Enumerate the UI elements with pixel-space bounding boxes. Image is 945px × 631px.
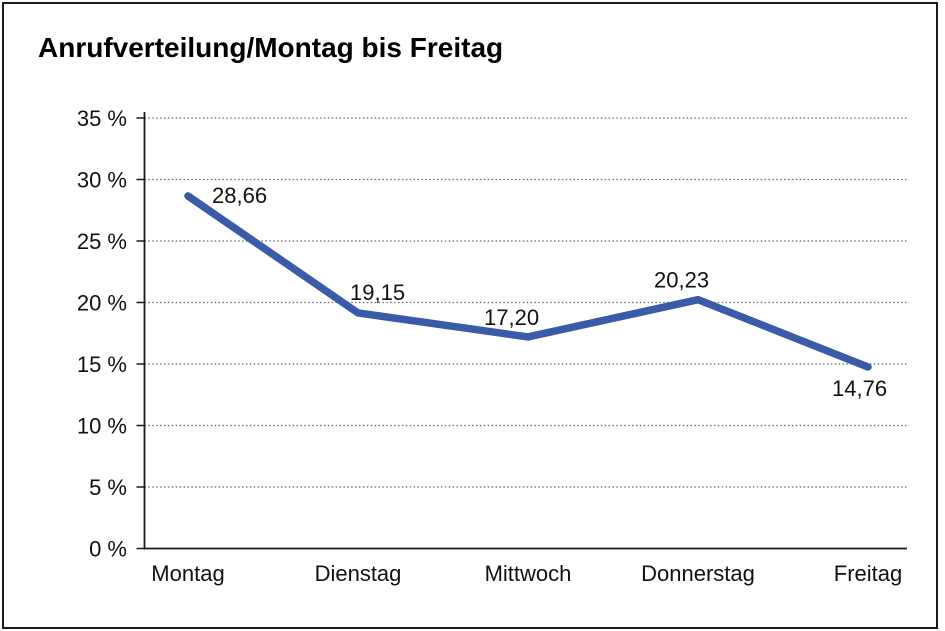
data-label: 17,20	[484, 305, 539, 330]
chart-title: Anrufverteilung/Montag bis Freitag	[38, 32, 504, 63]
y-axis-tick-label: 25 %	[77, 229, 127, 254]
data-label: 14,76	[832, 376, 887, 401]
x-axis-label: Dienstag	[315, 561, 402, 586]
y-axis-tick-label: 15 %	[77, 352, 127, 377]
x-axis-label: Donnerstag	[641, 561, 755, 586]
y-axis-tick-label: 10 %	[77, 414, 127, 439]
y-axis-tick-label: 20 %	[77, 291, 127, 316]
x-axis-label: Mittwoch	[485, 561, 572, 586]
data-label: 28,66	[212, 183, 267, 208]
y-axis-tick-label: 30 %	[77, 168, 127, 193]
y-axis-tick-label: 35 %	[77, 106, 127, 131]
x-axis-label: Freitag	[834, 561, 902, 586]
y-axis-tick-label: 5 %	[89, 475, 127, 500]
y-axis-tick-label: 0 %	[89, 537, 127, 562]
series-line	[184, 192, 872, 371]
data-label: 20,23	[654, 268, 709, 293]
x-axis-label: Montag	[151, 561, 224, 586]
data-label: 19,15	[350, 280, 405, 305]
